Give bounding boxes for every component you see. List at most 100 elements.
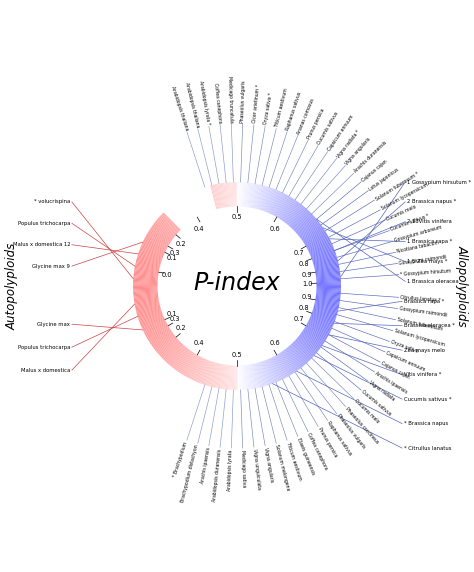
Wedge shape	[154, 333, 174, 349]
Wedge shape	[316, 291, 341, 294]
Text: Glycine max 9: Glycine max 9	[32, 264, 70, 269]
Wedge shape	[216, 184, 222, 208]
Wedge shape	[257, 363, 265, 387]
Wedge shape	[307, 323, 329, 335]
Wedge shape	[255, 363, 263, 387]
Wedge shape	[316, 294, 340, 298]
Wedge shape	[192, 358, 204, 380]
Wedge shape	[311, 313, 335, 323]
Wedge shape	[315, 300, 339, 306]
Wedge shape	[292, 343, 310, 361]
Wedge shape	[279, 198, 293, 219]
Wedge shape	[155, 220, 175, 237]
Wedge shape	[188, 356, 201, 378]
Wedge shape	[257, 185, 264, 209]
Wedge shape	[235, 182, 237, 206]
Wedge shape	[139, 251, 162, 260]
Text: 0.3: 0.3	[170, 316, 180, 322]
Wedge shape	[275, 355, 288, 377]
Wedge shape	[292, 210, 309, 229]
Wedge shape	[283, 201, 298, 221]
Wedge shape	[314, 303, 338, 309]
Wedge shape	[289, 346, 306, 365]
Text: Gossypium arboreum: Gossypium arboreum	[393, 225, 442, 243]
Wedge shape	[144, 240, 166, 251]
Wedge shape	[210, 185, 217, 209]
Wedge shape	[146, 324, 168, 337]
Wedge shape	[254, 184, 260, 208]
Wedge shape	[159, 339, 178, 356]
Wedge shape	[298, 336, 318, 352]
Wedge shape	[281, 199, 295, 220]
Wedge shape	[286, 205, 302, 224]
Wedge shape	[284, 349, 300, 370]
Text: Prunus persica: Prunus persica	[317, 427, 337, 458]
Wedge shape	[314, 259, 337, 266]
Wedge shape	[317, 286, 341, 287]
Wedge shape	[312, 312, 335, 321]
Wedge shape	[146, 325, 168, 339]
Wedge shape	[212, 185, 219, 209]
Text: Vitis vinifera *: Vitis vinifera *	[404, 372, 441, 377]
Wedge shape	[181, 353, 195, 374]
Wedge shape	[313, 308, 337, 316]
Text: Triticum aestivum: Triticum aestivum	[285, 441, 302, 481]
Text: 1 Brassica rapa *: 1 Brassica rapa *	[407, 239, 452, 244]
Wedge shape	[136, 304, 160, 311]
Text: P-index: P-index	[194, 271, 280, 295]
Wedge shape	[149, 229, 171, 243]
Wedge shape	[203, 362, 212, 385]
Wedge shape	[311, 315, 334, 324]
Wedge shape	[214, 363, 220, 388]
Wedge shape	[164, 343, 182, 361]
Wedge shape	[302, 227, 323, 241]
Wedge shape	[135, 300, 159, 306]
Text: Oryza sativa: Oryza sativa	[390, 340, 419, 354]
Wedge shape	[140, 247, 163, 257]
Wedge shape	[136, 262, 160, 269]
Text: Allopolyploids: Allopolyploids	[455, 245, 468, 327]
Wedge shape	[315, 263, 339, 269]
Wedge shape	[252, 364, 258, 388]
Wedge shape	[227, 182, 230, 207]
Wedge shape	[305, 232, 327, 246]
Wedge shape	[205, 362, 213, 385]
Text: Brassica oleracea *: Brassica oleracea *	[404, 323, 455, 328]
Text: Solanum lycopersicum: Solanum lycopersicum	[393, 329, 445, 348]
Wedge shape	[135, 300, 159, 305]
Wedge shape	[300, 333, 320, 349]
Wedge shape	[303, 228, 324, 243]
Wedge shape	[223, 183, 227, 207]
Wedge shape	[277, 355, 290, 376]
Text: Arachis ipaensis: Arachis ipaensis	[374, 371, 408, 394]
Wedge shape	[242, 182, 245, 206]
Wedge shape	[287, 348, 303, 367]
Wedge shape	[282, 200, 297, 221]
Wedge shape	[285, 349, 301, 369]
Wedge shape	[175, 350, 190, 370]
Text: 0.1: 0.1	[167, 255, 177, 261]
Wedge shape	[230, 366, 233, 390]
Wedge shape	[135, 264, 159, 271]
Wedge shape	[314, 306, 337, 313]
Wedge shape	[316, 298, 340, 303]
Text: Cucumis melo: Cucumis melo	[385, 204, 417, 222]
Wedge shape	[153, 223, 173, 239]
Wedge shape	[146, 324, 167, 336]
Wedge shape	[282, 351, 296, 372]
Text: 1 5 Zea mays *: 1 5 Zea mays *	[407, 259, 447, 264]
Wedge shape	[295, 339, 314, 357]
Text: 0.5: 0.5	[232, 214, 242, 220]
Wedge shape	[134, 273, 158, 277]
Wedge shape	[315, 267, 339, 272]
Wedge shape	[308, 239, 330, 251]
Text: 1 Gossypium hirsutum *: 1 Gossypium hirsutum *	[407, 180, 471, 185]
Wedge shape	[273, 193, 284, 215]
Wedge shape	[317, 288, 341, 289]
Wedge shape	[136, 260, 160, 267]
Wedge shape	[134, 293, 158, 296]
Wedge shape	[310, 315, 334, 325]
Wedge shape	[265, 189, 275, 212]
Wedge shape	[256, 363, 264, 387]
Wedge shape	[134, 296, 158, 300]
